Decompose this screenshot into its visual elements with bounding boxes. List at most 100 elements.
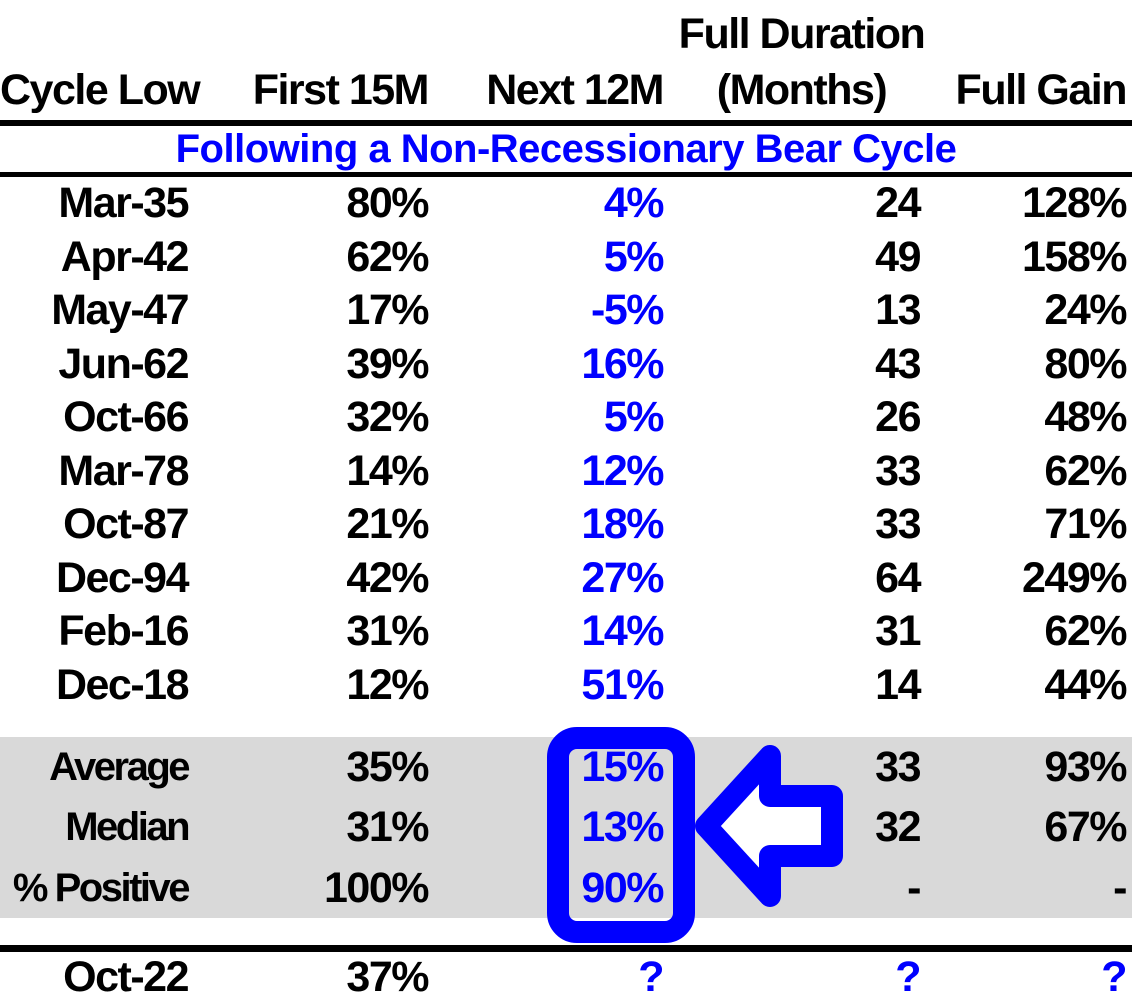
- full-gain-cell: 24%: [1044, 286, 1127, 334]
- first-15m-cell: 31%: [346, 803, 429, 852]
- section-banner: Following a Non-Recessionary Bear Cycle: [175, 127, 957, 171]
- cycle-low-cell: Apr-42: [60, 232, 190, 281]
- summary-band: Average 35% 15% 33 93% Median 31% 13% 32…: [0, 737, 1132, 918]
- first-15m-cell: 39%: [346, 339, 429, 388]
- next-12m-cell: 13%: [581, 803, 664, 852]
- header-divider: [0, 120, 1132, 126]
- table-row: Dec-18 12% 51% 14 44%: [0, 659, 1132, 713]
- full-gain-cell: 249%: [1022, 553, 1127, 602]
- first-15m-cell: 14%: [346, 446, 429, 495]
- duration-cell: 43: [875, 339, 921, 388]
- table-row: Dec-94 42% 27% 64 249%: [0, 552, 1132, 606]
- header-full-duration: Full Duration (Months): [673, 6, 930, 118]
- first-15m-cell: 35%: [346, 743, 429, 791]
- cycle-low-cell: Mar-35: [58, 179, 189, 227]
- summary-row-average: Average 35% 15% 33 93%: [0, 737, 1132, 797]
- header-cycle-low: Cycle Low: [0, 66, 201, 114]
- first-15m-cell: 21%: [346, 500, 429, 548]
- summary-label: Average: [49, 745, 190, 789]
- cycle-low-cell: Dec-18: [55, 660, 190, 709]
- cycle-low-cell: Oct-66: [63, 393, 189, 441]
- duration-cell: 26: [875, 393, 921, 441]
- duration-cell: 64: [875, 553, 921, 602]
- table-row: Oct-66 32% 5% 26 48%: [0, 391, 1132, 445]
- cycle-low-cell: Oct-22: [63, 952, 189, 1001]
- header-full-duration-line2: (Months): [716, 66, 888, 114]
- cycle-low-cell: Feb-16: [58, 607, 189, 655]
- first-15m-cell: 62%: [346, 232, 429, 281]
- cycle-low-cell: Jun-62: [58, 339, 189, 388]
- full-gain-cell: 48%: [1044, 393, 1127, 441]
- next-12m-cell: 16%: [581, 339, 664, 388]
- duration-cell: 14: [875, 660, 921, 709]
- duration-cell: 33: [875, 446, 921, 495]
- next-12m-cell: 90%: [581, 863, 664, 912]
- next-12m-cell: 5%: [603, 232, 665, 281]
- full-gain-cell: 93%: [1044, 743, 1127, 791]
- next-12m-cell: -5%: [591, 286, 664, 334]
- header-full-duration-line1: Full Duration: [678, 10, 926, 58]
- current-cycle-row: Oct-22 37% ? ? ?: [0, 952, 1132, 1002]
- spacer: [0, 712, 1132, 737]
- cycle-low-cell: Dec-94: [55, 553, 190, 602]
- summary-label: Median: [65, 805, 190, 850]
- first-15m-cell: 37%: [346, 952, 429, 1001]
- next-12m-cell: 18%: [581, 500, 664, 548]
- table-header: Cycle Low First 15M Next 12M Full Durati…: [0, 0, 1132, 120]
- duration-cell: 33: [875, 743, 921, 791]
- full-gain-cell: 62%: [1044, 607, 1127, 655]
- first-15m-cell: 32%: [346, 393, 429, 441]
- first-15m-cell: 100%: [324, 863, 429, 912]
- next-12m-cell: 12%: [581, 446, 664, 495]
- table-row: Feb-16 31% 14% 31 62%: [0, 605, 1132, 659]
- table-row: May-47 17% -5% 13 24%: [0, 284, 1132, 338]
- first-15m-cell: 80%: [346, 179, 429, 227]
- summary-label: % Positive: [12, 865, 191, 910]
- duration-cell: 13: [875, 286, 921, 334]
- first-15m-cell: 31%: [346, 607, 429, 655]
- next-12m-cell: ?: [638, 952, 664, 1001]
- summary-row-positive: % Positive 100% 90% - -: [0, 858, 1132, 918]
- cycle-low-cell: Oct-87: [63, 500, 189, 548]
- next-12m-cell: 14%: [581, 607, 664, 655]
- table-body: Mar-35 80% 4% 24 128% Apr-42 62% 5% 49 1…: [0, 177, 1132, 712]
- full-gain-cell: 158%: [1022, 232, 1127, 281]
- first-15m-cell: 17%: [346, 286, 429, 334]
- full-gain-cell: 62%: [1044, 446, 1127, 495]
- duration-cell: 32: [875, 803, 921, 852]
- next-12m-cell: 51%: [581, 660, 664, 709]
- table-row: Oct-87 21% 18% 33 71%: [0, 498, 1132, 552]
- bottom-divider: [0, 944, 1132, 952]
- spacer: [0, 918, 1132, 945]
- duration-cell: 31: [875, 607, 921, 655]
- banner-divider: [0, 172, 1132, 177]
- table-row: Apr-42 62% 5% 49 158%: [0, 231, 1132, 285]
- full-gain-cell: 67%: [1044, 803, 1127, 852]
- duration-cell: ?: [895, 952, 921, 1001]
- cycle-low-cell: May-47: [51, 286, 189, 334]
- full-gain-cell: 71%: [1044, 500, 1127, 548]
- full-gain-cell: 44%: [1044, 660, 1127, 709]
- full-gain-cell: -: [1113, 863, 1127, 912]
- header-full-gain: Full Gain: [955, 66, 1128, 114]
- duration-cell: 24: [875, 179, 921, 227]
- duration-cell: 33: [875, 500, 921, 548]
- header-next-12m: Next 12M: [486, 66, 664, 114]
- full-gain-cell: 128%: [1022, 179, 1127, 227]
- next-12m-cell: 4%: [603, 179, 665, 227]
- full-gain-cell: ?: [1101, 952, 1127, 1001]
- first-15m-cell: 12%: [346, 660, 429, 709]
- next-12m-cell: 27%: [581, 553, 664, 602]
- table-row: Jun-62 39% 16% 43 80%: [0, 338, 1132, 392]
- cycle-low-cell: Mar-78: [58, 446, 189, 495]
- next-12m-cell: 5%: [603, 393, 665, 441]
- table-row: Mar-78 14% 12% 33 62%: [0, 445, 1132, 499]
- table-row: Mar-35 80% 4% 24 128%: [0, 177, 1132, 231]
- full-gain-cell: 80%: [1044, 339, 1127, 388]
- first-15m-cell: 42%: [346, 553, 429, 602]
- header-first-15m: First 15M: [252, 66, 430, 114]
- summary-row-median: Median 31% 13% 32 67%: [0, 797, 1132, 857]
- next-12m-cell: 15%: [581, 743, 664, 791]
- duration-cell: 49: [875, 232, 921, 281]
